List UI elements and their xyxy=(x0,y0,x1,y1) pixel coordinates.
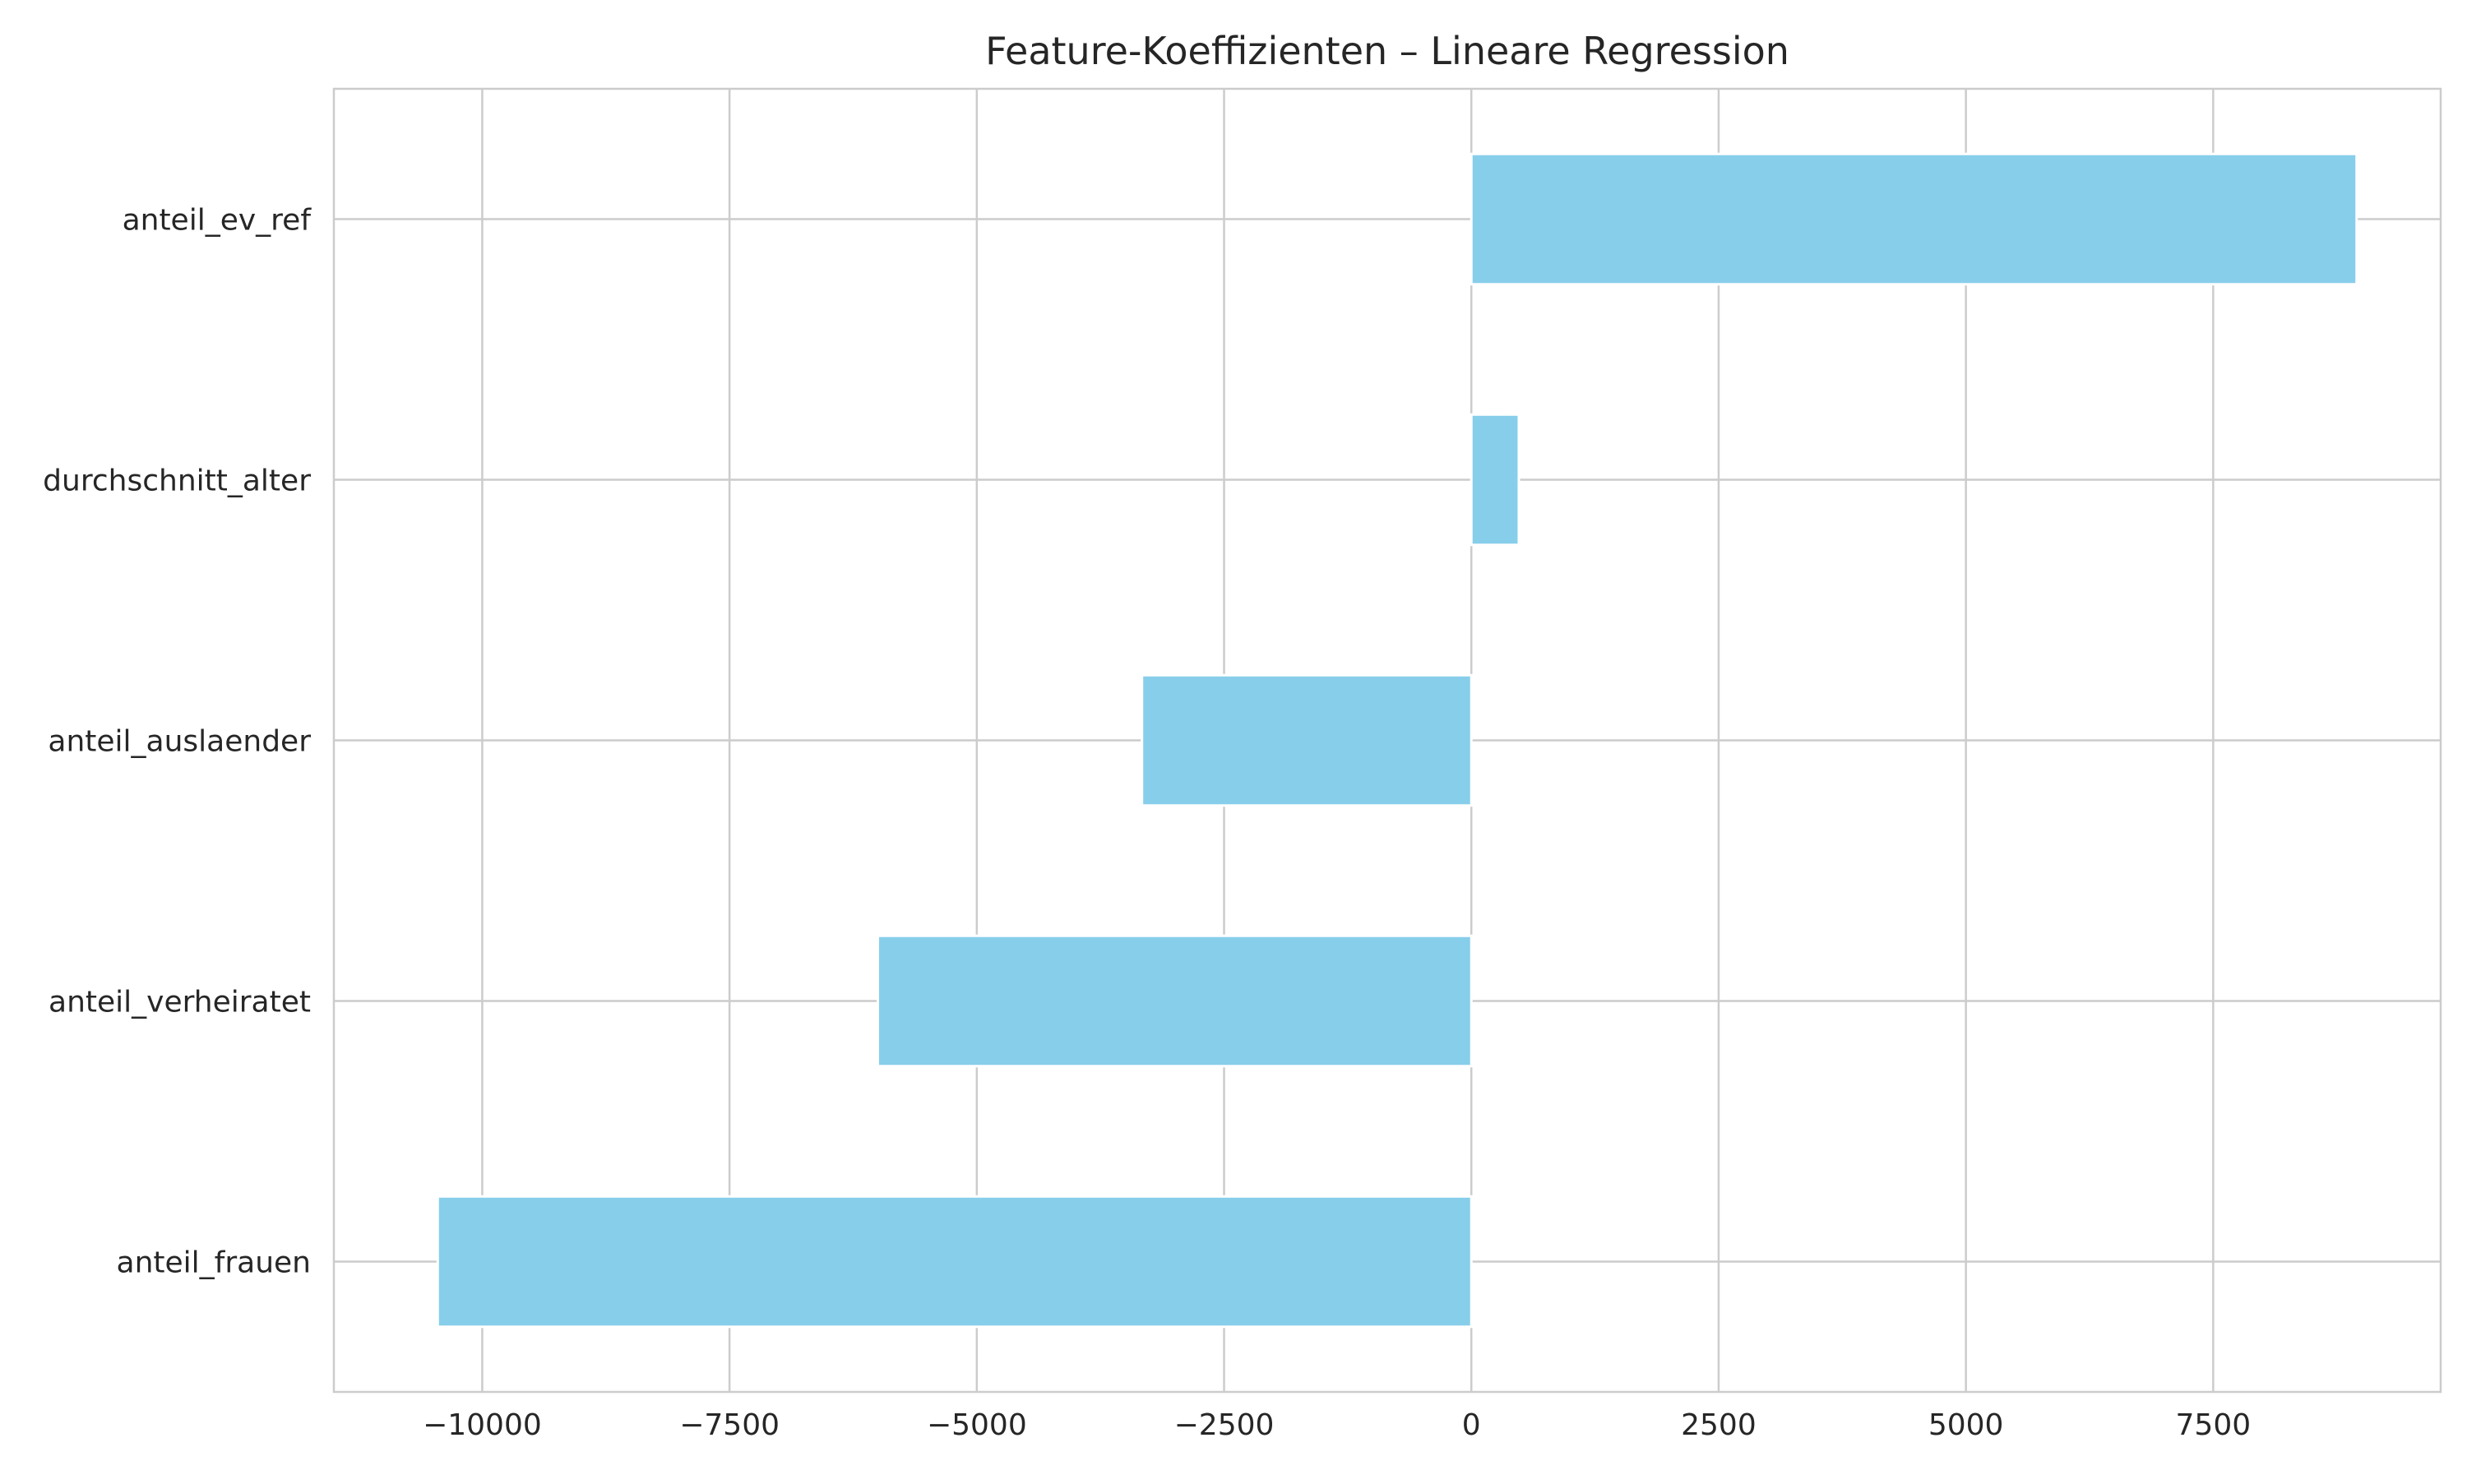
x-tick-label: 2500 xyxy=(1681,1408,1757,1442)
x-tick-label: 0 xyxy=(1462,1408,1481,1442)
x-tick-label: 7500 xyxy=(2176,1408,2252,1442)
bar-anteil-ev-ref xyxy=(1470,152,2358,286)
y-tick-label: anteil_ev_ref xyxy=(123,204,312,238)
y-tick-label: anteil_frauen xyxy=(117,1246,311,1280)
x-axis-ticks: −10000 −7500 −5000 −2500 0 2500 5000 7500 xyxy=(423,1408,2251,1442)
bar-anteil-auslaender xyxy=(1141,673,1473,807)
plot-frame xyxy=(332,87,2442,1394)
y-tick-label: anteil_verheiratet xyxy=(49,986,311,1019)
bar-anteil-frauen xyxy=(436,1195,1473,1329)
bar-durchschnitt-alter xyxy=(1470,413,1520,547)
y-axis-ticks: anteil_ev_ref durchschnitt_alter anteil_au… xyxy=(43,204,312,1280)
x-tick-label: −5000 xyxy=(927,1408,1027,1442)
bar-layer xyxy=(436,152,2358,1329)
x-tick-label: −10000 xyxy=(423,1408,542,1442)
bar-anteil-verheiratet xyxy=(877,934,1473,1068)
x-tick-label: −2500 xyxy=(1174,1408,1275,1442)
x-tick-label: 5000 xyxy=(1928,1408,2004,1442)
chart-title: Feature-Koeffizienten – Lineare Regressi… xyxy=(985,29,1789,73)
y-tick-label: anteil_auslaender xyxy=(48,725,311,759)
x-tick-label: −7500 xyxy=(679,1408,780,1442)
y-tick-label: durchschnitt_alter xyxy=(43,465,311,498)
